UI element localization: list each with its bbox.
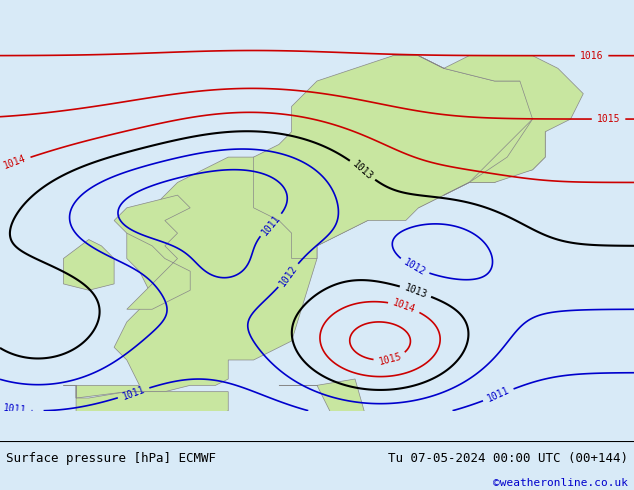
Text: 1014: 1014 xyxy=(392,298,417,315)
Text: 1013: 1013 xyxy=(351,159,375,182)
Polygon shape xyxy=(63,411,634,490)
Text: 1015: 1015 xyxy=(597,114,620,124)
Text: 1012: 1012 xyxy=(401,257,427,277)
Text: 1014: 1014 xyxy=(2,153,28,172)
Polygon shape xyxy=(63,240,114,290)
Polygon shape xyxy=(63,56,558,398)
Text: 1011: 1011 xyxy=(486,386,511,404)
Text: 1011: 1011 xyxy=(121,384,146,402)
Polygon shape xyxy=(114,195,190,309)
Polygon shape xyxy=(418,56,583,195)
Polygon shape xyxy=(76,385,228,474)
Polygon shape xyxy=(279,379,393,474)
Text: 1013: 1013 xyxy=(403,282,429,300)
Text: Surface pressure [hPa] ECMWF: Surface pressure [hPa] ECMWF xyxy=(6,452,216,465)
Text: 1015: 1015 xyxy=(377,351,403,367)
Polygon shape xyxy=(254,56,545,259)
Text: 1012: 1012 xyxy=(278,263,299,288)
Text: 1011: 1011 xyxy=(259,213,282,237)
Text: 1016: 1016 xyxy=(580,50,604,61)
Text: ©weatheronline.co.uk: ©weatheronline.co.uk xyxy=(493,478,628,488)
Text: Tu 07-05-2024 00:00 UTC (00+144): Tu 07-05-2024 00:00 UTC (00+144) xyxy=(387,452,628,465)
Text: 1011: 1011 xyxy=(3,403,27,416)
